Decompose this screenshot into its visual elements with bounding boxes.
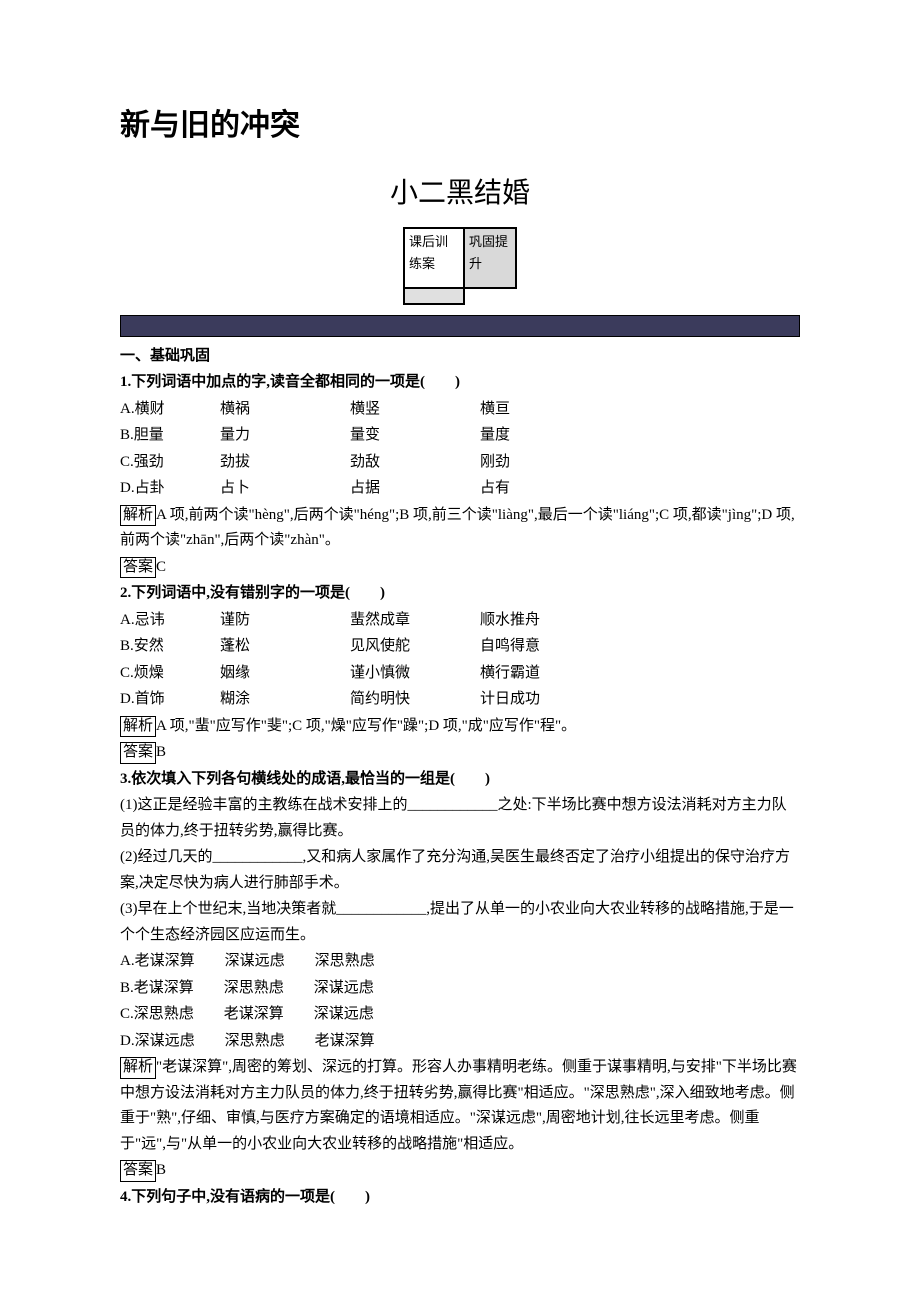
q1-option-a: A.横财横祸横竖横亘 [120,397,800,423]
q3-option-b: B.老谋深算 深思熟虑 深谋远虑 [120,976,800,1002]
q3-sentence-2: (2)经过几天的____________,又和病人家属作了充分沟通,吴医生最终否… [120,845,800,896]
q1-option-d: D.占卦占卜占据占有 [120,476,800,502]
q2-option-b: B.安然蓬松见风使舵自鸣得意 [120,634,800,660]
q2-answer: 答案B [120,740,800,766]
box-left: 课后训练案 [404,228,464,288]
title-sub: 小二黑结婚 [120,169,800,217]
q2-option-c: C.烦燥姻缘谨小慎微横行霸道 [120,661,800,687]
divider-bar [120,315,800,337]
q3-option-c: C.深思熟虑 老谋深算 深谋远虑 [120,1002,800,1028]
section-heading: 一、基础巩固 [120,343,800,369]
title-main: 新与旧的冲突 [120,100,800,151]
q2-option-a: A.忌讳谨防蜚然成章顺水推舟 [120,608,800,634]
box-right: 巩固提升 [464,228,516,288]
info-box: 课后训练案 巩固提升 [403,227,517,305]
q1-answer: 答案C [120,555,800,581]
q1-explain: 解析A 项,前两个读"hèng",后两个读"héng";B 项,前三个读"lià… [120,503,800,554]
q4-stem: 4.下列句子中,没有语病的一项是( ) [120,1185,800,1211]
q2-option-d: D.首饰糊涂简约明快计日成功 [120,687,800,713]
q2-stem: 2.下列词语中,没有错别字的一项是( ) [120,581,800,607]
q1-option-b: B.胆量量力量变量度 [120,423,800,449]
q3-sentence-1: (1)这正是经验丰富的主教练在战术安排上的____________之处:下半场比… [120,793,800,844]
q3-option-a: A.老谋深算 深谋远虑 深思熟虑 [120,949,800,975]
q3-sentence-3: (3)早在上个世纪末,当地决策者就____________,提出了从单一的小农业… [120,897,800,948]
q1-option-c: C.强劲劲拔劲敌刚劲 [120,450,800,476]
q1-stem: 1.下列词语中加点的字,读音全都相同的一项是( ) [120,370,800,396]
box-blank [404,288,464,304]
q3-answer: 答案B [120,1158,800,1184]
q3-option-d: D.深谋远虑 深思熟虑 老谋深算 [120,1029,800,1055]
q3-stem: 3.依次填入下列各句横线处的成语,最恰当的一组是( ) [120,767,800,793]
q2-explain: 解析A 项,"蜚"应写作"斐";C 项,"燥"应写作"躁";D 项,"成"应写作… [120,714,800,740]
q3-explain: 解析"老谋深算",周密的筹划、深远的打算。形容人办事精明老练。侧重于谋事精明,与… [120,1055,800,1157]
